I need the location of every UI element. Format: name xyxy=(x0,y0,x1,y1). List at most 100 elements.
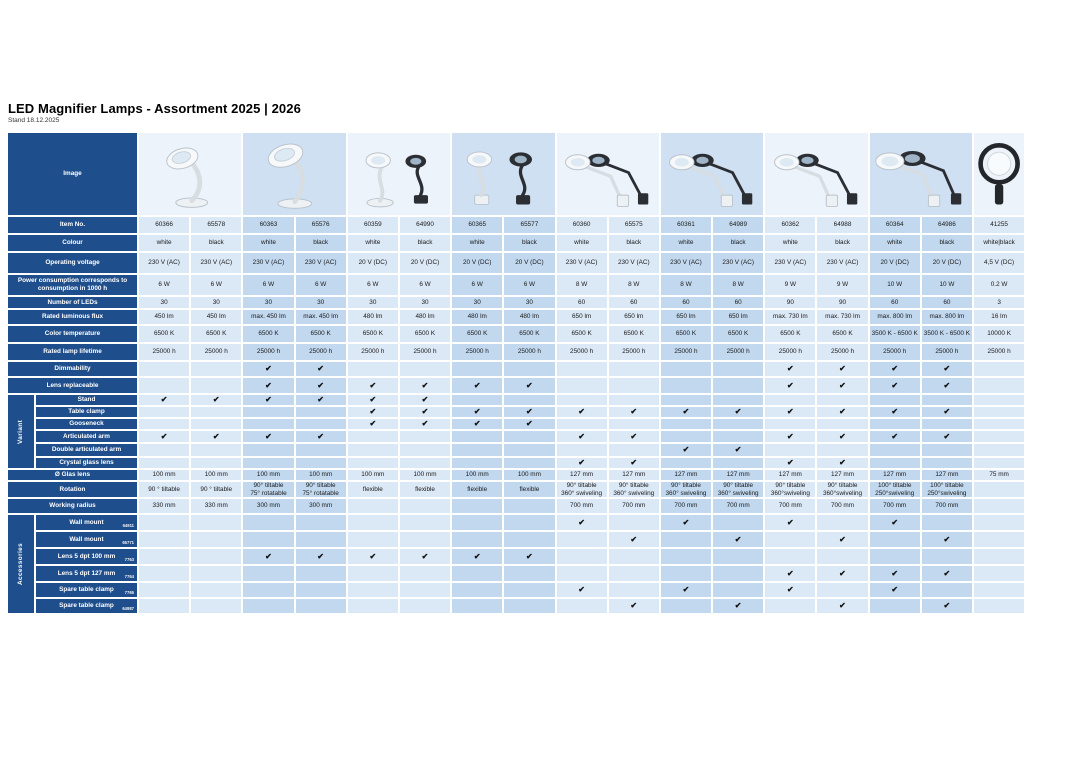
cell-voltage-64986: 20 V (DC) xyxy=(921,253,972,273)
cell-flux-65575: 650 lm xyxy=(608,310,659,324)
cell-gooseneck-60361 xyxy=(660,419,712,429)
cell-lens100-60360 xyxy=(556,549,607,564)
cell-temp-65575: 6500 K xyxy=(608,326,659,342)
cell-rotation-60362: 90° tiltable 360°swiveling xyxy=(765,482,816,497)
cell-table_clamp-65577: ✔ xyxy=(504,407,555,417)
cell-lifetime-60359: 25000 h xyxy=(347,344,398,360)
cell-crystal-60359 xyxy=(347,458,398,468)
cell-double_articulated-64986 xyxy=(921,444,972,456)
cell-wall_mount_b-41255 xyxy=(974,532,1025,547)
cell-lifetime-60362: 25000 h xyxy=(765,344,816,360)
cell-item_no-65578: 65578 xyxy=(191,217,242,233)
cell-crystal-65576 xyxy=(295,458,346,468)
cell-table_clamp-60365: ✔ xyxy=(452,407,503,417)
cell-crystal-60366 xyxy=(139,458,190,468)
cell-working_radius-41255 xyxy=(974,499,1025,513)
cell-flux-60362: max. 730 lm xyxy=(765,310,816,324)
product-image-arm xyxy=(556,133,659,215)
cell-stand-65578: ✔ xyxy=(191,395,242,405)
cell-lifetime-64988: 25000 h xyxy=(817,344,868,360)
cell-wall_mount_b-64986: ✔ xyxy=(921,532,972,547)
cell-stand-60366: ✔ xyxy=(139,395,190,405)
cell-dimmable-41255 xyxy=(974,362,1025,376)
cell-articulated-60362: ✔ xyxy=(765,431,816,442)
cell-articulated-60363: ✔ xyxy=(243,431,294,442)
cell-lens_replaceable-64990: ✔ xyxy=(399,378,451,393)
cell-glass_dia-41255: 75 mm xyxy=(974,470,1025,480)
cell-colour-64990: black xyxy=(399,235,451,251)
cell-stand-60361 xyxy=(660,395,712,405)
cell-leds-60361: 60 xyxy=(660,297,712,308)
cell-item_no-64986: 64986 xyxy=(921,217,972,233)
cell-temp-60360: 6500 K xyxy=(556,326,607,342)
cell-temp-64990: 6500 K xyxy=(399,326,451,342)
cell-leds-64990: 30 xyxy=(399,297,451,308)
cell-lens_replaceable-60364: ✔ xyxy=(869,378,920,393)
cell-leds-60365: 30 xyxy=(452,297,503,308)
cell-item_no-64988: 64988 xyxy=(817,217,868,233)
row-label-text: Stand xyxy=(77,396,96,403)
group-label-variant: Variant xyxy=(8,395,34,468)
cell-lens100-64990: ✔ xyxy=(399,549,451,564)
cell-clamp_b-60359 xyxy=(347,599,398,613)
cell-power-64986: 10 W xyxy=(921,275,972,295)
cell-gooseneck-65577: ✔ xyxy=(504,419,555,429)
cell-temp-60363: 6500 K xyxy=(243,326,294,342)
cell-crystal-60360: ✔ xyxy=(556,458,607,468)
cell-colour-60365: white xyxy=(452,235,503,251)
cell-power-60359: 6 W xyxy=(347,275,398,295)
cell-wall_mount_w-60360: ✔ xyxy=(556,515,607,530)
cell-wall_mount_b-60359 xyxy=(347,532,398,547)
cell-lifetime-64989: 25000 h xyxy=(713,344,764,360)
cell-dimmable-64988: ✔ xyxy=(817,362,868,376)
cell-item_no-65576: 65576 xyxy=(295,217,346,233)
cell-articulated-64989 xyxy=(713,431,764,442)
cell-wall_mount_b-60361 xyxy=(660,532,712,547)
cell-glass_dia-60360: 127 mm xyxy=(556,470,607,480)
row-label-image: Image xyxy=(8,133,137,215)
cell-table_clamp-64989: ✔ xyxy=(713,407,764,417)
cell-rotation-64989: 90° tiltable 360° swiveling xyxy=(713,482,764,497)
cell-crystal-64986 xyxy=(921,458,972,468)
cell-crystal-64990 xyxy=(399,458,451,468)
cell-lens100-60359: ✔ xyxy=(347,549,398,564)
cell-lens100-65577: ✔ xyxy=(504,549,555,564)
row-label-flux: Rated luminous flux xyxy=(8,310,137,324)
cell-crystal-60362: ✔ xyxy=(765,458,816,468)
cell-item_no-64989: 64989 xyxy=(713,217,764,233)
cell-voltage-60363: 230 V (AC) xyxy=(243,253,294,273)
product-image-arm xyxy=(765,133,868,215)
cell-stand-64989 xyxy=(713,395,764,405)
cell-voltage-65577: 20 V (DC) xyxy=(504,253,555,273)
cell-temp-60366: 6500 K xyxy=(139,326,190,342)
cell-double_articulated-60363 xyxy=(243,444,294,456)
cell-leds-60359: 30 xyxy=(347,297,398,308)
cell-table_clamp-65575: ✔ xyxy=(608,407,659,417)
cell-wall_mount_b-60360 xyxy=(556,532,607,547)
cell-clamp_b-60364 xyxy=(869,599,920,613)
cell-gooseneck-60365: ✔ xyxy=(452,419,503,429)
cell-glass_dia-64988: 127 mm xyxy=(817,470,868,480)
cell-lens100-60366 xyxy=(139,549,190,564)
cell-item_no-64990: 64990 xyxy=(399,217,451,233)
cell-lens127-60362: ✔ xyxy=(765,566,816,581)
cell-working_radius-65578: 330 mm xyxy=(191,499,242,513)
cell-table_clamp-65578 xyxy=(191,407,242,417)
cell-leds-60362: 90 xyxy=(765,297,816,308)
cell-rotation-60359: flexible xyxy=(347,482,398,497)
cell-flux-60363: max. 450 lm xyxy=(243,310,294,324)
row-label-text: Double articulated arm xyxy=(51,446,122,453)
cell-rotation-60361: 90° tiltable 360° swiveling xyxy=(660,482,712,497)
row-label-text: Ø Glas lens xyxy=(54,471,91,478)
cell-stand-64988 xyxy=(817,395,868,405)
row-label-lens100: Lens 5 dpt 100 mm 7763 xyxy=(36,549,137,564)
cell-clamp_b-65578 xyxy=(191,599,242,613)
cell-working_radius-60360: 700 mm xyxy=(556,499,607,513)
cell-clamp_w-60362: ✔ xyxy=(765,583,816,597)
cell-stand-60365 xyxy=(452,395,503,405)
cell-clamp_b-60361 xyxy=(660,599,712,613)
cell-table_clamp-64988: ✔ xyxy=(817,407,868,417)
cell-power-60364: 10 W xyxy=(869,275,920,295)
cell-working_radius-65577 xyxy=(504,499,555,513)
cell-lifetime-60361: 25000 h xyxy=(660,344,712,360)
